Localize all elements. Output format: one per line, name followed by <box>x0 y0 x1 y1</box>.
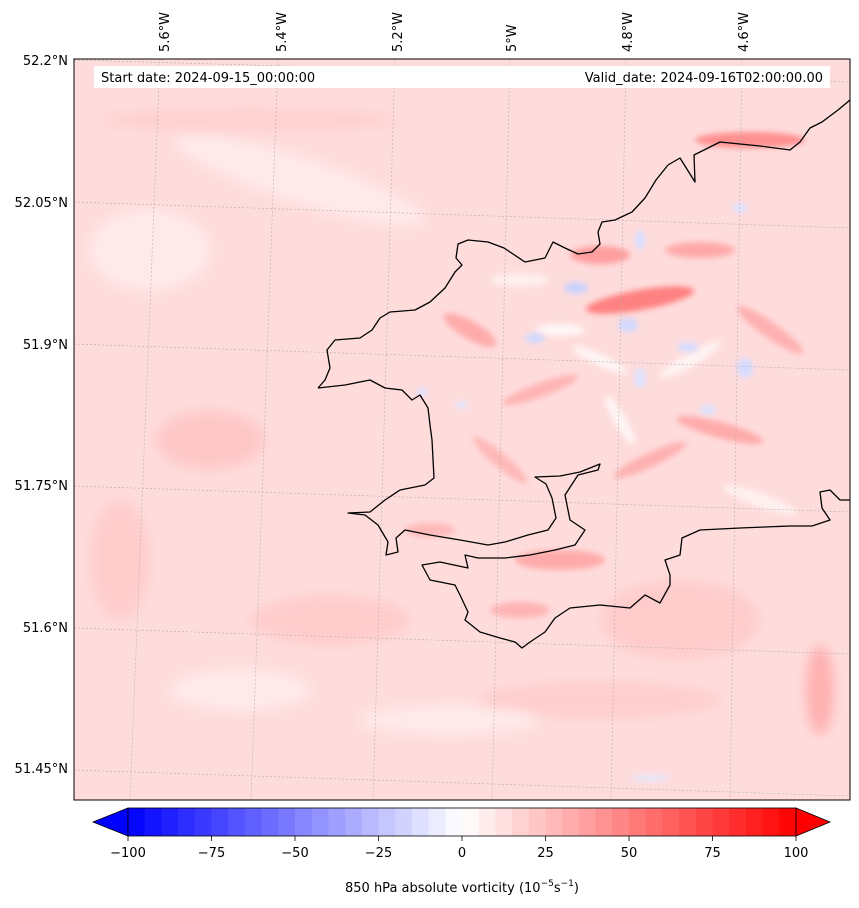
longitude-labels: 5.6°W 5.4°W 5.2°W 5°W 4.8°W 4.6°W <box>158 12 752 52</box>
colorbar-bin <box>745 808 763 836</box>
colorbar-bin <box>345 808 363 836</box>
colorbar-bin <box>228 808 246 836</box>
colorbar-bin <box>495 808 513 836</box>
coastline-north <box>317 99 850 389</box>
colorbar-bin <box>729 808 747 836</box>
colorbar-bin <box>662 808 680 836</box>
colorbar-tick-label: −75 <box>198 846 225 861</box>
colorbar-bin <box>762 808 780 836</box>
colorbar-ticks: −100 −75 −50 −25 0 25 50 75 100 <box>110 836 808 861</box>
info-banner <box>94 66 830 88</box>
colorbar-tick-label: 75 <box>704 846 721 861</box>
colorbar-bin <box>278 808 296 836</box>
colorbar-bin <box>395 808 413 836</box>
colorbar-bin <box>311 808 329 836</box>
colorbar-tick-label: 50 <box>621 846 638 861</box>
colorbar-bin <box>261 808 279 836</box>
graticule <box>74 59 850 800</box>
colorbar-bin <box>378 808 396 836</box>
coastline <box>317 99 850 649</box>
colorbar-low-extension <box>91 807 129 837</box>
vorticity-field-streaks <box>405 132 805 618</box>
lon-label: 5.6°W <box>158 12 173 52</box>
colorbar-bins <box>128 808 797 836</box>
colorbar-bin <box>695 808 713 836</box>
colorbar-bin <box>512 808 530 836</box>
colorbar-bin <box>445 808 463 836</box>
colorbar-bin <box>528 808 546 836</box>
valid-date-label: Valid_date: 2024-09-16T02:00:00.00 <box>585 71 823 86</box>
colorbar-bin <box>128 808 146 836</box>
lon-label: 5.4°W <box>275 12 290 52</box>
map-frame <box>73 58 851 801</box>
colorbar-tick-label: 100 <box>784 846 809 861</box>
lon-label: 5.2°W <box>391 12 406 52</box>
colorbar-bin <box>612 808 630 836</box>
lat-label: 51.9°N <box>23 338 68 353</box>
colorbar-bin <box>161 808 179 836</box>
colorbar-bin <box>645 808 663 836</box>
colorbar-bin <box>428 808 446 836</box>
colorbar-tick-label: −50 <box>281 846 308 861</box>
lat-label: 52.2°N <box>23 54 68 69</box>
lat-label: 51.45°N <box>15 762 68 777</box>
colorbar-bin <box>211 808 229 836</box>
vorticity-negative-patches <box>416 203 753 781</box>
colorbar-bin <box>545 808 563 836</box>
colorbar-tick-label: 0 <box>458 846 466 861</box>
colorbar-bin <box>411 808 429 836</box>
colorbar-bin <box>595 808 613 836</box>
colorbar-bin <box>295 808 313 836</box>
colorbar-bin <box>679 808 697 836</box>
colorbar-tick-label: −25 <box>365 846 392 861</box>
lon-label: 4.6°W <box>737 12 752 52</box>
colorbar-bin <box>629 808 647 836</box>
colorbar-bin <box>361 808 379 836</box>
lat-label: 51.75°N <box>15 479 68 494</box>
lat-label: 51.6°N <box>23 621 68 636</box>
colorbar-bin <box>779 808 797 836</box>
vorticity-field-soft <box>90 108 834 735</box>
colorbar-bin <box>462 808 480 836</box>
map-panel: Start date: 2024-09-15_00:00:00 Valid_da… <box>74 59 850 800</box>
colorbar-tick-label: 25 <box>537 846 554 861</box>
colorbar: −100 −75 −50 −25 0 25 50 75 100 850 hPa absolute… <box>91 807 832 896</box>
colorbar-title: 850 hPa absolute vorticity (10−5s−1) <box>345 879 579 896</box>
colorbar-bin <box>328 808 346 836</box>
lon-label: 5°W <box>505 24 520 52</box>
coastline-south <box>317 379 850 649</box>
start-date-label: Start date: 2024-09-15_00:00:00 <box>101 71 315 86</box>
colorbar-bin <box>478 808 496 836</box>
colorbar-bin <box>144 808 162 836</box>
colorbar-bin <box>578 808 596 836</box>
lat-label: 52.05°N <box>15 196 68 211</box>
colorbar-bin <box>244 808 262 836</box>
colorbar-tick-label: −100 <box>110 846 146 861</box>
lon-label: 4.8°W <box>621 12 636 52</box>
colorbar-bin <box>712 808 730 836</box>
latitude-labels: 52.2°N 52.05°N 51.9°N 51.75°N 51.6°N 51.… <box>15 54 68 777</box>
colorbar-bin <box>178 808 196 836</box>
colorbar-high-extension <box>795 807 832 837</box>
colorbar-bin <box>194 808 212 836</box>
colorbar-bin <box>562 808 580 836</box>
